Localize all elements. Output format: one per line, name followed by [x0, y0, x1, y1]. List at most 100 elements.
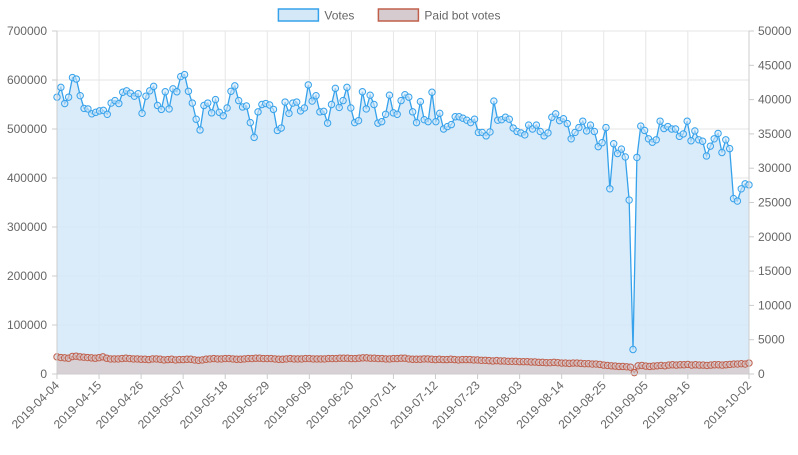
votes-point[interactable]: [184, 87, 193, 95]
votes-point[interactable]: [718, 148, 726, 157]
votes-point[interactable]: [57, 83, 65, 92]
votes-point[interactable]: [269, 105, 278, 114]
votes-point[interactable]: [733, 197, 742, 205]
votes-point[interactable]: [246, 118, 255, 127]
paid-bot-votes-point[interactable]: [630, 368, 638, 377]
paid-bot-votes-point[interactable]: [626, 363, 635, 371]
votes-point[interactable]: [331, 84, 340, 93]
votes-point[interactable]: [227, 87, 235, 95]
votes-point[interactable]: [640, 126, 649, 135]
votes-point[interactable]: [235, 96, 243, 105]
votes-point[interactable]: [64, 93, 73, 101]
votes-point[interactable]: [292, 98, 301, 106]
votes-point[interactable]: [633, 153, 641, 162]
votes-point[interactable]: [702, 152, 711, 160]
votes-point[interactable]: [103, 110, 111, 119]
votes-point[interactable]: [84, 105, 92, 113]
votes-point[interactable]: [304, 81, 312, 89]
votes-point[interactable]: [552, 110, 560, 118]
votes-point[interactable]: [532, 121, 541, 129]
votes-point[interactable]: [223, 104, 231, 112]
votes-point[interactable]: [408, 108, 417, 116]
votes-point[interactable]: [180, 70, 189, 79]
votes-point[interactable]: [134, 90, 142, 98]
votes-point[interactable]: [621, 153, 629, 161]
votes-point[interactable]: [354, 116, 363, 125]
votes-point[interactable]: [625, 196, 633, 204]
votes-point[interactable]: [327, 100, 336, 109]
votes-point[interactable]: [470, 115, 479, 123]
votes-point[interactable]: [691, 127, 699, 135]
votes-point[interactable]: [714, 129, 722, 138]
legend-item-paid-bot-votes[interactable]: Paid bot votes: [377, 8, 500, 23]
votes-point[interactable]: [725, 144, 734, 153]
votes-point[interactable]: [737, 185, 745, 193]
votes-point[interactable]: [563, 119, 571, 128]
votes-point[interactable]: [706, 142, 715, 150]
votes-point[interactable]: [698, 137, 707, 145]
votes-point[interactable]: [308, 97, 316, 105]
votes-point[interactable]: [378, 117, 386, 126]
votes-point[interactable]: [231, 82, 239, 90]
votes-point[interactable]: [173, 88, 181, 96]
votes-point[interactable]: [157, 105, 166, 114]
votes-point[interactable]: [590, 127, 599, 136]
votes-point[interactable]: [207, 109, 216, 117]
votes-point[interactable]: [211, 95, 220, 104]
votes-point[interactable]: [165, 105, 173, 113]
votes-point[interactable]: [362, 105, 370, 113]
votes-point[interactable]: [366, 91, 374, 99]
votes-point[interactable]: [142, 92, 150, 100]
votes-point[interactable]: [347, 104, 355, 112]
votes-point[interactable]: [710, 135, 718, 143]
votes-point[interactable]: [416, 97, 425, 106]
votes-point[interactable]: [188, 99, 197, 107]
votes-point[interactable]: [505, 115, 514, 123]
votes-point[interactable]: [115, 99, 123, 108]
votes-point[interactable]: [412, 118, 421, 127]
votes-point[interactable]: [424, 117, 432, 126]
votes-point[interactable]: [72, 75, 81, 83]
votes-point[interactable]: [138, 109, 146, 118]
votes-point[interactable]: [370, 100, 378, 109]
votes-point[interactable]: [656, 117, 664, 125]
votes-point[interactable]: [602, 123, 610, 132]
votes-point[interactable]: [285, 109, 293, 118]
votes-point[interactable]: [544, 129, 552, 137]
votes-point[interactable]: [254, 108, 262, 116]
votes-point[interactable]: [219, 112, 227, 120]
votes-point[interactable]: [521, 131, 529, 139]
votes-point[interactable]: [381, 110, 390, 119]
votes-point[interactable]: [652, 136, 660, 144]
votes-point[interactable]: [358, 88, 367, 96]
votes-point[interactable]: [277, 124, 285, 132]
votes-point[interactable]: [486, 128, 494, 136]
votes-point[interactable]: [242, 102, 251, 110]
votes-point[interactable]: [432, 117, 440, 126]
votes-point[interactable]: [582, 127, 591, 135]
votes-point[interactable]: [149, 82, 158, 91]
votes-point[interactable]: [312, 91, 320, 100]
votes-point[interactable]: [586, 121, 595, 129]
votes-point[interactable]: [192, 115, 200, 123]
votes-point[interactable]: [687, 137, 695, 145]
votes-point[interactable]: [617, 145, 626, 153]
votes-point[interactable]: [609, 140, 618, 148]
votes-point[interactable]: [436, 109, 444, 118]
votes-point[interactable]: [490, 97, 498, 105]
votes-point[interactable]: [397, 96, 405, 105]
votes-point[interactable]: [385, 91, 394, 99]
votes-point[interactable]: [571, 128, 579, 137]
votes-point[interactable]: [575, 123, 583, 132]
votes-point[interactable]: [281, 98, 289, 106]
votes-point[interactable]: [343, 83, 351, 92]
votes-point[interactable]: [61, 99, 69, 108]
votes-point[interactable]: [567, 135, 575, 143]
votes-point[interactable]: [428, 88, 436, 96]
votes-point[interactable]: [76, 91, 84, 100]
votes-point[interactable]: [196, 126, 204, 134]
votes-point[interactable]: [250, 133, 258, 142]
votes-point[interactable]: [405, 93, 413, 101]
votes-point[interactable]: [722, 136, 730, 144]
votes-point[interactable]: [683, 117, 691, 125]
